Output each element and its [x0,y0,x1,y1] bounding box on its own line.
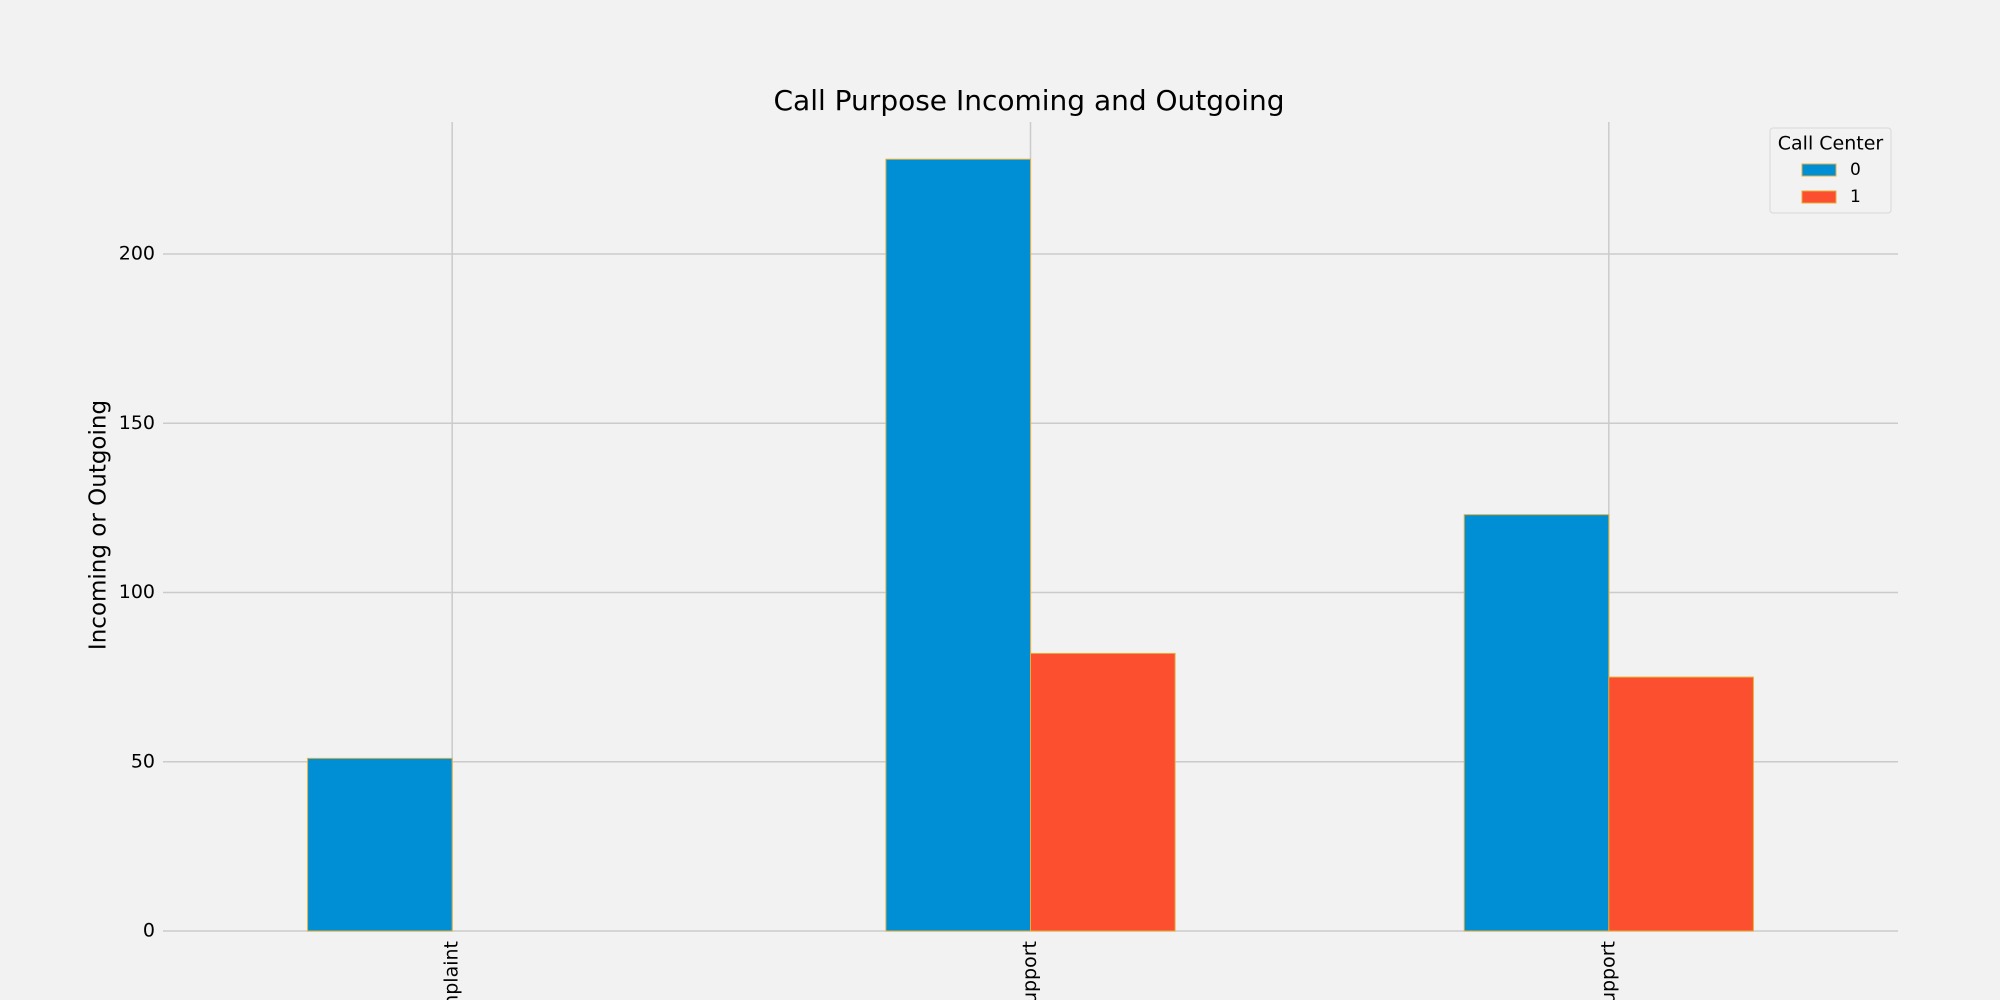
legend-swatch [1801,163,1837,177]
x-tick-label: product support [1019,941,1041,1000]
legend-swatch [1801,190,1837,204]
y-tick-label: 0 [143,920,155,942]
legend-label: 1 [1850,187,1861,207]
y-axis-label: Incoming or Outgoing [86,400,112,650]
legend-label: 0 [1850,160,1861,180]
y-tick-label: 50 [131,750,155,772]
bar [1608,676,1754,932]
bar [1463,514,1610,932]
bar [885,158,1032,932]
y-tick-label: 150 [119,412,155,434]
chart-title: Call Purpose Incoming and Outgoing [774,84,1285,117]
x-tick-label: complaint [441,941,463,1000]
bar [1030,652,1176,932]
legend-title: Call Center [1778,133,1884,155]
bar [307,757,453,932]
y-tick-label: 200 [119,243,155,265]
y-tick-label: 100 [119,581,155,603]
x-tick-label: technical support [1597,941,1619,1000]
